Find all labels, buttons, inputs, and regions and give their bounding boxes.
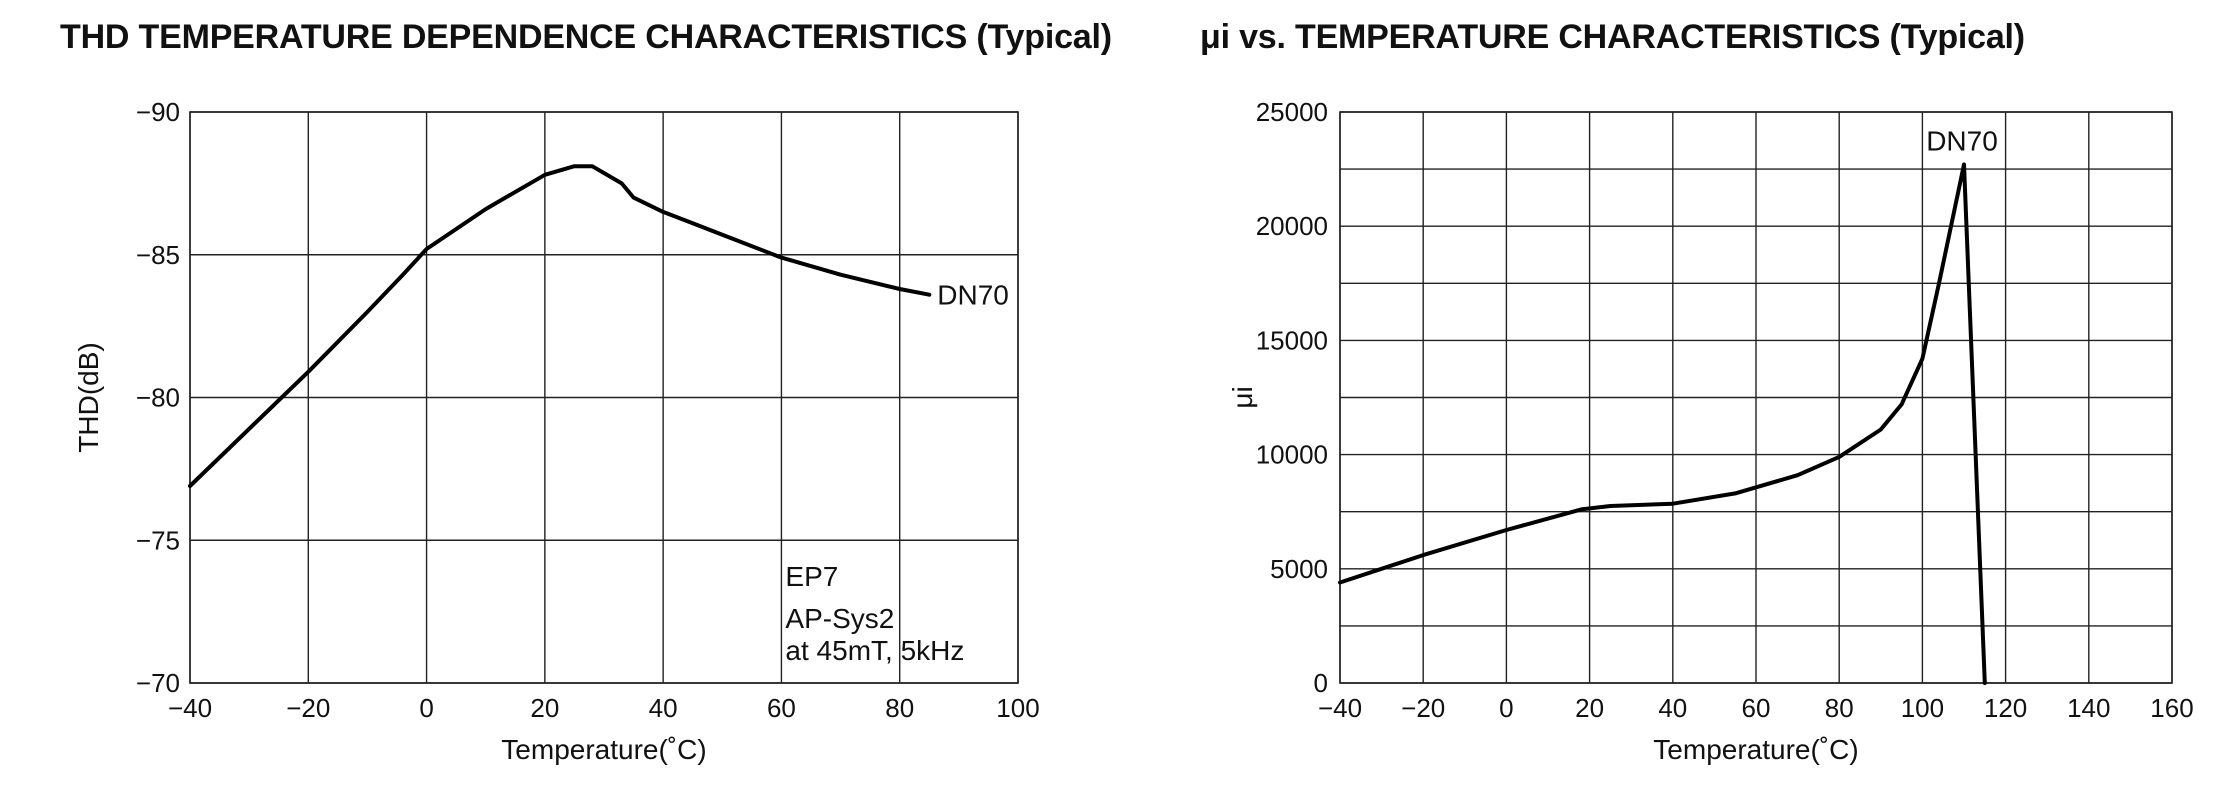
chart-title-mui: μi vs. TEMPERATURE CHARACTERISTICS (Typi… xyxy=(1200,18,2025,56)
y-tick-label: −80 xyxy=(136,383,180,413)
x-tick-label: −20 xyxy=(1401,693,1445,723)
x-tick-label: 40 xyxy=(1658,693,1687,723)
x-tick-label: 40 xyxy=(649,693,678,723)
x-tick-label: 120 xyxy=(1984,693,2027,723)
mui-chart: −40 −20 0 20 40 60 80 100 120 140 160 0 5000 10000 150… xyxy=(1227,97,2194,765)
y-tick-label: 0 xyxy=(1314,668,1328,698)
x-tick-label: −40 xyxy=(168,693,212,723)
x-tick-label: 140 xyxy=(2067,693,2110,723)
x-tick-label: 20 xyxy=(1575,693,1604,723)
x-tick-label: −40 xyxy=(1318,693,1362,723)
thd-chart: −40 −20 0 20 40 60 80 100 −90 −85 −80 −75 −70 Tempera… xyxy=(73,97,1040,765)
x-tick-label: 60 xyxy=(1742,693,1771,723)
chart-title-thd: THD TEMPERATURE DEPENDENCE CHARACTERISTI… xyxy=(60,18,1112,56)
x-tick-label: 100 xyxy=(1901,693,1944,723)
x-tick-label: 0 xyxy=(419,693,433,723)
x-tick-label: 160 xyxy=(2150,693,2193,723)
y-tick-label: −90 xyxy=(136,97,180,127)
y-tick-label: 5000 xyxy=(1270,554,1328,584)
series-line-dn70 xyxy=(1338,162,1987,685)
series-label: DN70 xyxy=(1926,126,1998,157)
y-tick-label: 15000 xyxy=(1256,325,1328,355)
x-tick-label: −20 xyxy=(286,693,330,723)
y-tick-label: 25000 xyxy=(1256,97,1328,127)
series-label: DN70 xyxy=(937,280,1009,311)
y-tick-label: 20000 xyxy=(1256,211,1328,241)
x-tick-label: 0 xyxy=(1499,693,1513,723)
y-axis-label: μi xyxy=(1227,386,1258,408)
y-tick-label: 10000 xyxy=(1256,440,1328,470)
plot-frame xyxy=(1339,111,2173,684)
plot-frame xyxy=(189,111,1019,684)
y-tick-label: −85 xyxy=(136,240,180,270)
y-tick-label: −75 xyxy=(136,525,180,555)
x-tick-label: 20 xyxy=(530,693,559,723)
x-axis-label: Temperature(˚C) xyxy=(1653,734,1858,765)
annotation-instrument: AP-Sys2 xyxy=(785,603,894,634)
x-tick-label: 80 xyxy=(1825,693,1854,723)
annotation-condition: at 45mT, 5kHz xyxy=(785,635,964,666)
x-axis-label: Temperature(˚C) xyxy=(501,734,706,765)
y-tick-label: −70 xyxy=(136,668,180,698)
x-tick-label: 60 xyxy=(767,693,796,723)
x-tick-label: 100 xyxy=(996,693,1039,723)
annotation-core: EP7 xyxy=(785,561,838,592)
series-line-dn70 xyxy=(188,164,932,488)
x-tick-label: 80 xyxy=(885,693,914,723)
y-axis-label: THD(dB) xyxy=(73,342,104,452)
